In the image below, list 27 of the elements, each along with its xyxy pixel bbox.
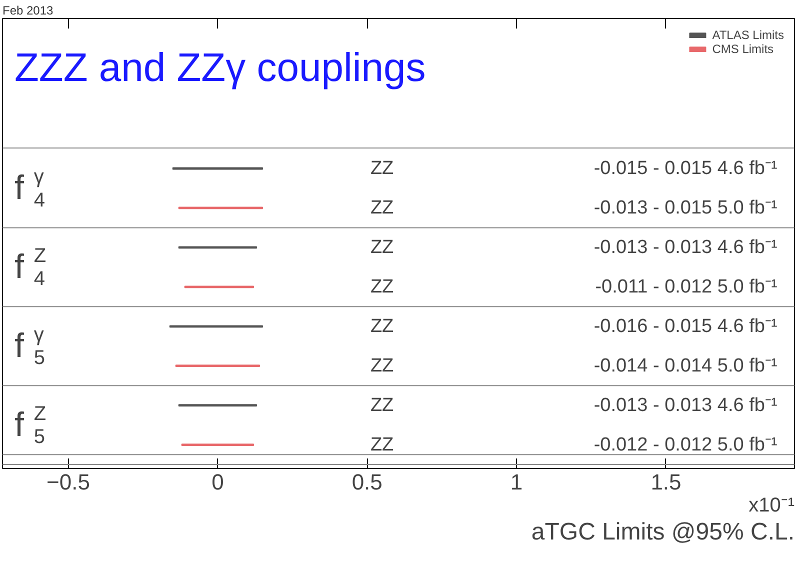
text: x10⁻¹ xyxy=(748,494,795,516)
x-tick-label: 1 xyxy=(510,470,523,494)
x-tick-label: −0.5 xyxy=(46,470,90,494)
y-tick-label: ZZ xyxy=(370,355,394,376)
x-axis-title: aTGC Limits @95% C.L. xyxy=(531,518,795,546)
chart-title: ZZZ and ZZγ couplings xyxy=(14,46,426,90)
text: -0.013 - 0.015 5.0 fb⁻¹ xyxy=(594,197,778,218)
y-tick-label: ZZ xyxy=(370,276,394,298)
text: -0.012 - 0.012 5.0 fb⁻¹ xyxy=(594,434,778,456)
text: -0.013 - 0.013 4.6 fb⁻¹ xyxy=(594,394,778,416)
x-tick-label: 0 xyxy=(212,470,224,494)
text: -0.011 - 0.012 5.0 fb⁻¹ xyxy=(595,276,778,298)
text: -0.013 - 0.013 4.6 fb⁻¹ xyxy=(594,236,778,258)
y-tick-label: ZZ xyxy=(370,434,394,456)
x-tick-label: 1.5 xyxy=(650,470,682,494)
legend-label: ATLAS Limits xyxy=(712,28,784,42)
text: Feb 2013 xyxy=(2,4,54,18)
y-tick-label: ZZ xyxy=(370,158,394,179)
x-tick-label: 0.5 xyxy=(352,470,382,494)
y-tick-label: ZZ xyxy=(370,236,394,258)
y-tick-label: ZZ xyxy=(370,197,394,218)
y-tick-label: ZZ xyxy=(370,394,394,416)
text: -0.015 - 0.015 4.6 fb⁻¹ xyxy=(594,158,778,179)
text: -0.014 - 0.014 5.0 fb⁻¹ xyxy=(594,355,778,376)
y-tick-label: ZZ xyxy=(370,316,394,337)
text: -0.016 - 0.015 4.6 fb⁻¹ xyxy=(594,316,778,337)
legend-label: CMS Limits xyxy=(712,42,774,56)
